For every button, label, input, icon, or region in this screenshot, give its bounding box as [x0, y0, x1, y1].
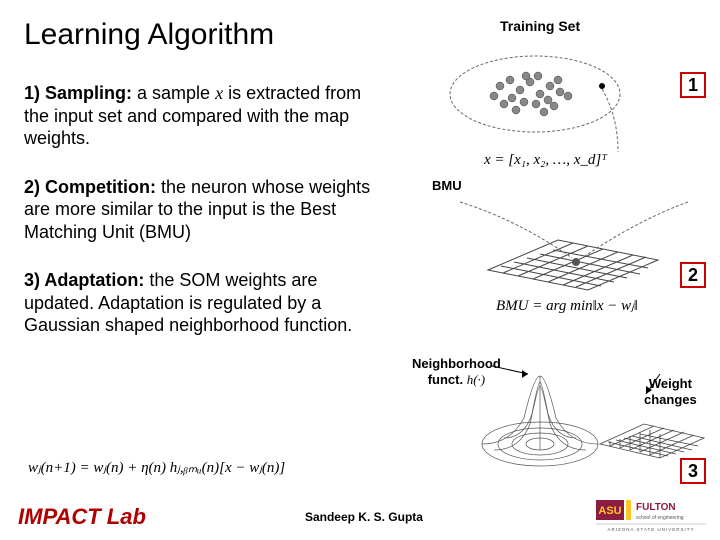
logo-fulton: FULTON — [636, 502, 676, 513]
training-set-figure — [440, 46, 660, 156]
formula-update: wⱼ(n+1) = wⱼ(n) + η(n) hⱼ,ᵦₘᵤ(n)[x − wⱼ(… — [28, 458, 285, 477]
weight-changes-label: Weight changes — [644, 376, 697, 407]
formula-bmu: BMU = arg min‖x − wⱼ‖ — [496, 296, 638, 315]
step-1-text: a sample — [132, 83, 215, 103]
weight-changes-1: Weight — [649, 376, 692, 391]
neighborhood-figure — [400, 350, 710, 470]
step-2-lead: 2) Competition: — [24, 177, 156, 197]
step-2: 2) Competition: the neuron whose weights… — [24, 176, 384, 244]
training-set-label: Training Set — [500, 18, 580, 34]
weight-changes-2: changes — [644, 392, 697, 407]
bmu-label: BMU — [432, 178, 462, 193]
lab-name: IMPACT Lab — [18, 504, 146, 530]
step-3-lead: 3) Adaptation: — [24, 270, 144, 290]
step-1-lead: 1) Sampling: — [24, 83, 132, 103]
asu-fulton-logo: ASU FULTON school of engineering ARIZONA… — [596, 498, 706, 534]
logo-uni: ARIZONA STATE UNIVERSITY — [607, 527, 694, 532]
step-3: 3) Adaptation: the SOM weights are updat… — [24, 269, 384, 337]
formula-x-vector: x = [x₁, x₂, …, x_d]ᵀ — [484, 152, 607, 169]
logo-sub: school of engineering — [636, 515, 684, 521]
step-1-em: x — [215, 83, 223, 103]
step-number-1: 1 — [680, 72, 706, 98]
step-1: 1) Sampling: a sample x is extracted fro… — [24, 82, 384, 150]
logo-asu: ASU — [598, 505, 621, 517]
